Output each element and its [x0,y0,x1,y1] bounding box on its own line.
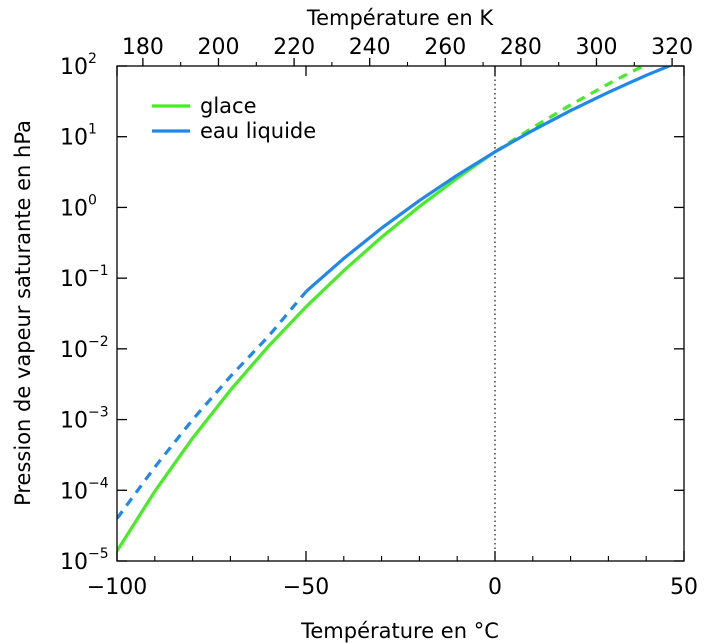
x-tick-label-2: 0 [488,575,502,600]
x-tick-label-1: −50 [283,575,329,600]
x2-tick-label-0: 180 [122,35,164,60]
x2-tick-label-2: 220 [273,35,315,60]
series-glace-solid [117,150,496,552]
y-tick-label-6: 101 [60,122,97,151]
tick-labels: −100 −50 0 50 180 200 220 240 260 280 300 320 10−5 10… [60,35,698,600]
series-eau-liquide-dashed [117,290,308,520]
x2-tick-label-3: 240 [349,35,391,60]
y-tick-label-5: 100 [60,192,97,221]
series-eau-liquide-solid [304,66,674,293]
series-group [117,66,674,552]
y-tick-label-4: 10−1 [60,263,109,292]
x2-tick-label-1: 200 [197,35,239,60]
x-tick-label-0: −100 [87,575,147,600]
x2-tick-label-6: 300 [575,35,617,60]
axis-ticks [116,58,685,562]
y-tick-label-7: 102 [60,51,97,80]
y-tick-label-2: 10−3 [60,405,109,434]
y-tick-label-3: 10−2 [60,334,109,363]
series-glace-dashed [494,66,647,154]
x2-tick-label-5: 280 [500,35,542,60]
x2-axis-title: Température en K [306,6,495,30]
x2-tick-label-4: 260 [424,35,466,60]
y-tick-label-1: 10−4 [60,475,109,504]
legend-label-glace: glace [200,94,257,118]
y-tick-label-0: 10−5 [60,546,109,575]
x-tick-label-3: 50 [670,575,698,600]
plot-frame [116,65,685,562]
x-axis-title: Température en °C [300,619,499,643]
x2-tick-label-7: 320 [651,35,693,60]
legend-label-eau-liquide: eau liquide [200,119,316,143]
y-axis-title: Pression de vapeur saturante en hPa [11,120,35,506]
legend: glace eau liquide [152,94,316,143]
